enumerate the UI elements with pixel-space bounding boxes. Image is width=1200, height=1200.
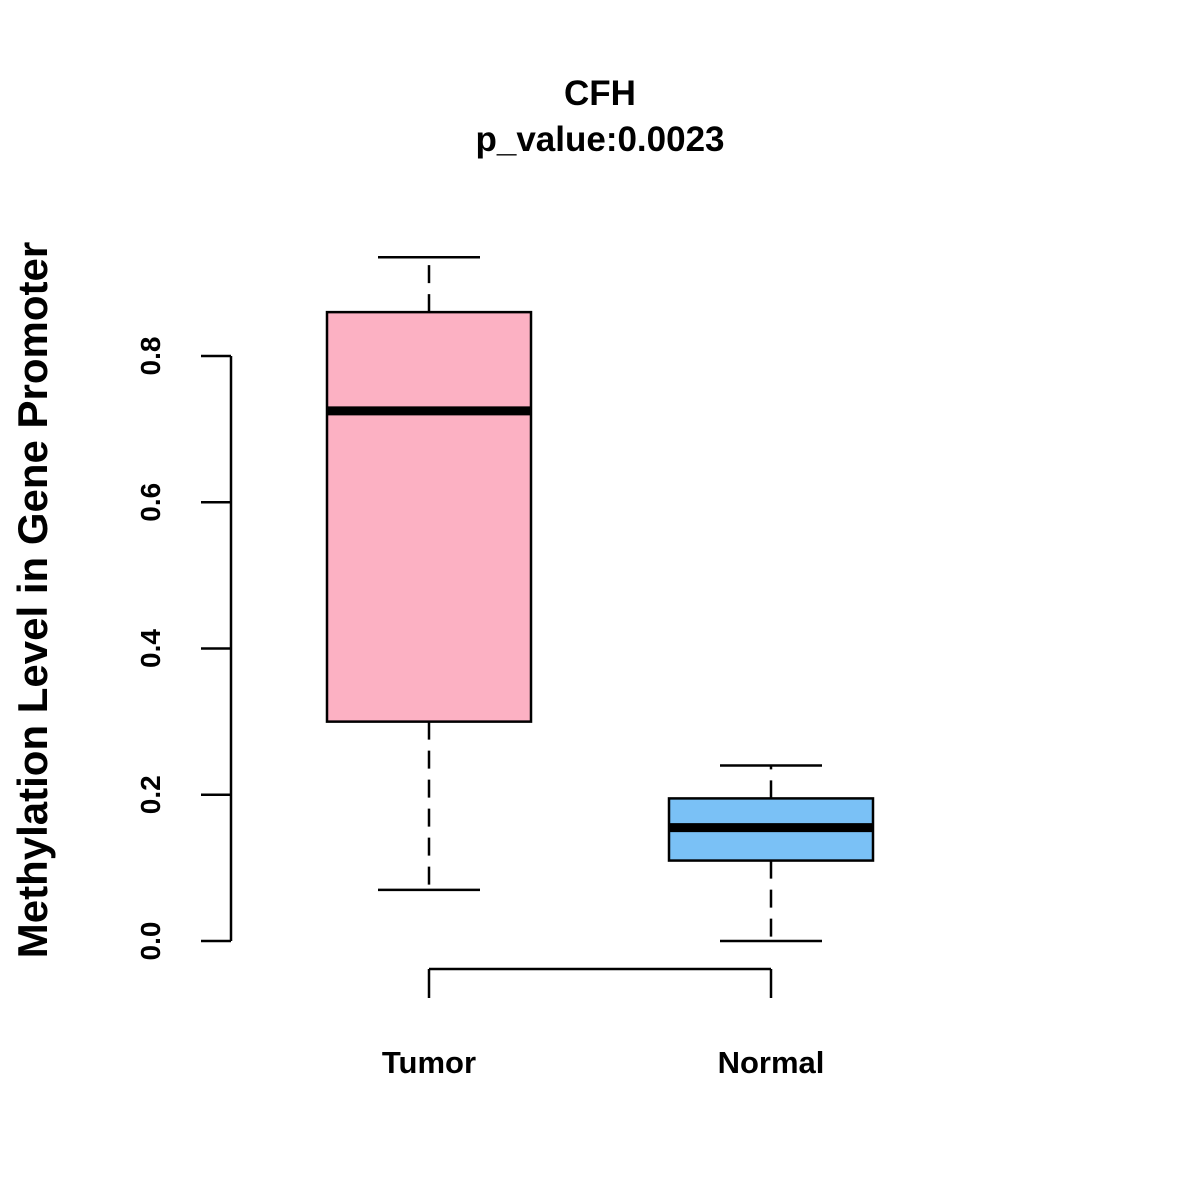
y-tick-label: 0.2 — [135, 775, 166, 814]
x-axis-labels: Tumor Normal — [382, 1045, 824, 1080]
y-tick-label: 0.4 — [135, 629, 166, 668]
boxes-layer — [325, 256, 875, 943]
chart-title: CFH — [564, 74, 636, 113]
y-tick-label: 0.6 — [135, 483, 166, 522]
box-normal — [667, 764, 875, 943]
comparison-bracket — [427, 967, 773, 998]
box-tumor — [325, 256, 533, 892]
chart-subtitle: p_value:0.0023 — [475, 120, 724, 159]
box-iqr — [325, 310, 533, 723]
y-axis: 0.0 0.2 0.4 0.6 0.8 — [135, 337, 233, 961]
x-label-tumor: Tumor — [382, 1045, 476, 1080]
x-label-normal: Normal — [718, 1045, 825, 1080]
y-axis-label: Methylation Level in Gene Promoter — [9, 242, 56, 958]
y-tick-label: 0.8 — [135, 337, 166, 376]
y-tick-label: 0.0 — [135, 922, 166, 961]
